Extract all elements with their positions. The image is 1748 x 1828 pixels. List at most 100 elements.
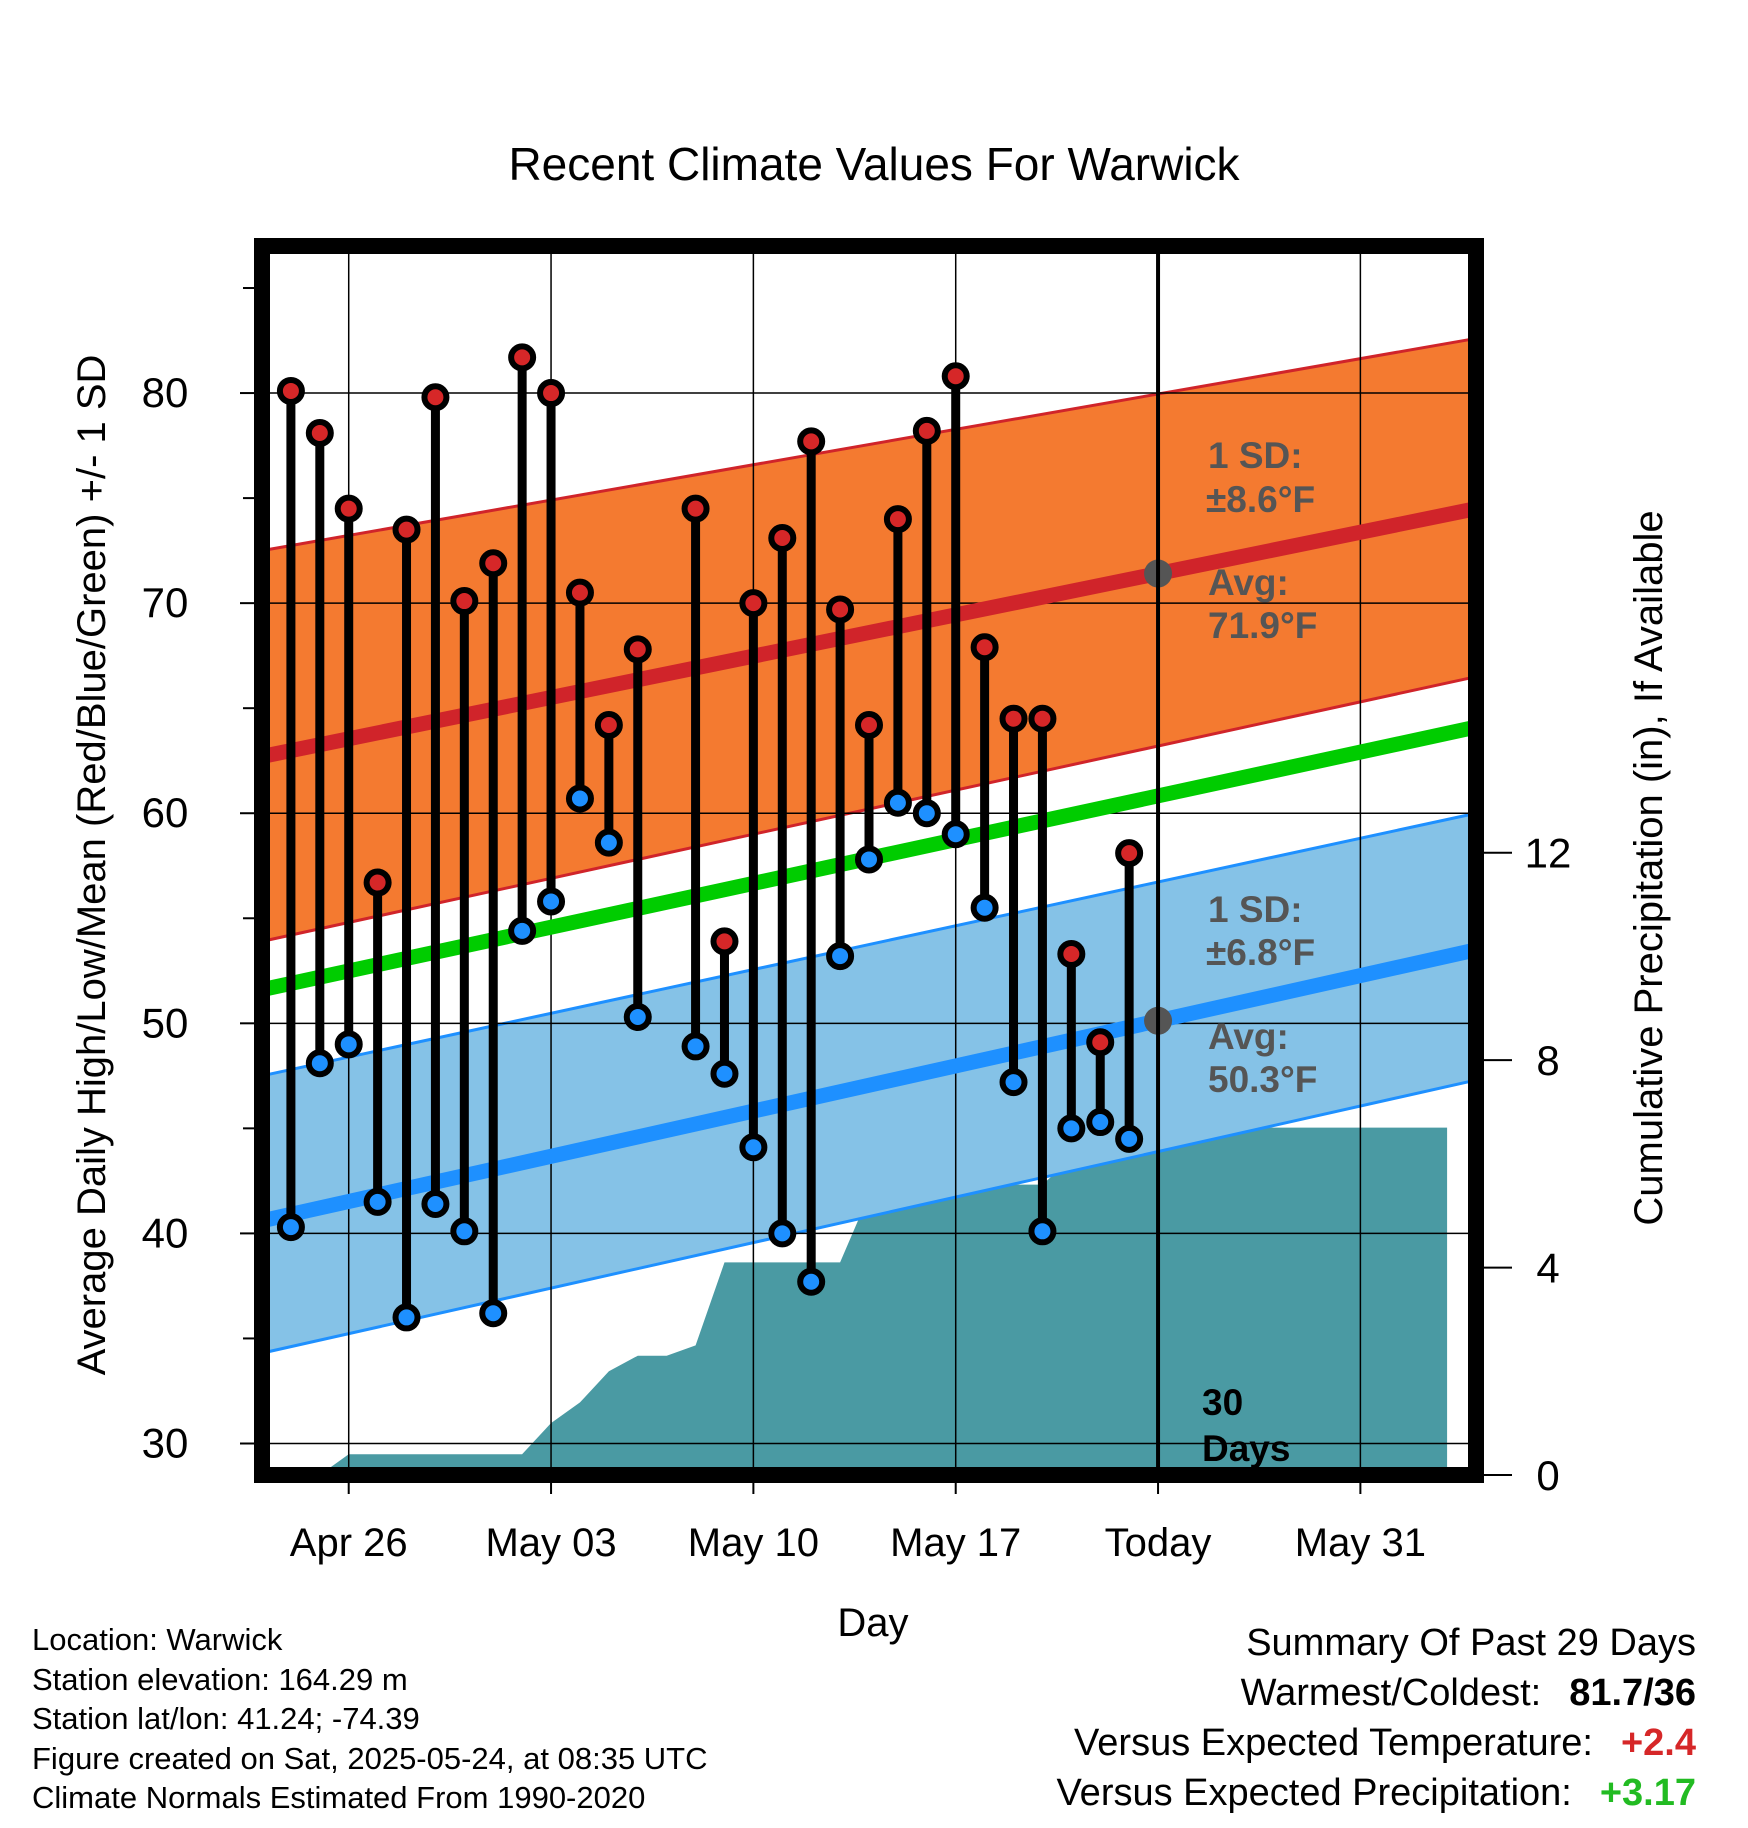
warmest-value: 81.7/36 [1569,1672,1696,1714]
y-tick-label: 40 [142,1209,189,1256]
daily-low-point [1028,1217,1057,1246]
temp-value: +2.4 [1620,1722,1696,1764]
y2-tick-label: 8 [1536,1037,1559,1084]
daily-low-point [826,942,855,971]
precipitation-area [262,1127,1448,1475]
summary-precip-row: Versus Expected Precipitation: +3.17 [876,1768,1696,1818]
elevation-text: Station elevation: 164.29 m [32,1661,408,1697]
daily-high-point [826,595,855,624]
low-sd-label: 1 SD: [1208,889,1303,930]
daily-low-point [392,1303,421,1332]
summary-temp-row: Versus Expected Temperature: +2.4 [876,1718,1696,1768]
y-tick-label: 60 [142,789,189,836]
precip-value: +3.17 [1599,1772,1696,1814]
summary-warmest-row: Warmest/Coldest: 81.7/36 [876,1668,1696,1718]
daily-high-point [941,362,970,391]
daily-high-point [681,494,710,523]
daily-low-point [739,1133,768,1162]
daily-high-point [797,427,826,456]
daily-low-point [479,1299,508,1328]
y2-tick-label: 12 [1525,830,1572,877]
daily-low-point [363,1187,392,1216]
daily-high-point [970,633,999,662]
created-text: Figure created on Sat, 2025-05-24, at 08… [32,1740,708,1776]
daily-low-point [855,845,883,874]
daily-low-point [797,1267,826,1296]
low-avg-label: Avg: [1208,1016,1289,1057]
y-tick-label: 50 [142,999,189,1046]
daily-low-point [537,887,566,916]
summary-title: Summary Of Past 29 Days [1246,1622,1696,1664]
low-sd-value: ±6.8°F [1206,932,1315,973]
x-tick-label: May 17 [890,1521,1021,1565]
daily-high-point [912,416,941,445]
low-sd-band-lower-edge [261,1078,1477,1355]
y-tick-label: 80 [142,369,189,416]
daily-low-point [305,1049,334,1078]
high-sd-label: 1 SD: [1208,435,1303,476]
daily-range-layer [276,343,1144,1332]
daily-low-point [941,820,970,849]
daily-high-point [479,549,508,578]
daily-high-point [1057,939,1086,968]
y2-tick-label: 4 [1536,1245,1559,1292]
x-tick-label: May 10 [688,1521,819,1565]
daily-high-point [565,578,594,607]
daily-low-point [421,1189,450,1218]
daily-low-point [334,1030,363,1059]
daily-low-point [1057,1114,1086,1143]
normals-text: Climate Normals Estimated From 1990-2020 [32,1780,646,1815]
location-text: Location: Warwick [32,1622,283,1657]
daily-low-point [970,893,999,922]
daily-low-point [276,1213,305,1242]
daily-high-point [739,589,768,618]
high-sd-band-upper-edge [261,336,1477,553]
station-info: Location: Warwick Station elevation: 164… [32,1620,708,1818]
daily-high-point [1028,704,1057,733]
low-avg-value: 50.3°F [1208,1059,1317,1100]
daily-low-point [1086,1108,1115,1137]
y-tick-label: 70 [142,579,189,626]
precip-label: Versus Expected Precipitation: [1056,1772,1572,1814]
daily-low-point [450,1217,479,1246]
precipitation-layer [262,1127,1448,1475]
daily-low-point [912,799,941,828]
daily-low-point [681,1032,710,1061]
daily-high-point [594,710,623,739]
warmest-label: Warmest/Coldest: [1240,1672,1542,1714]
daily-high-point [768,524,797,553]
x-axis-label: Day [837,1601,908,1645]
daily-low-point [565,784,594,813]
daily-high-point [450,587,479,616]
daily-high-point [1115,839,1144,868]
x-tick-label: May 31 [1295,1521,1426,1565]
daily-low-point [1115,1124,1144,1153]
daily-low-point [883,788,912,817]
daily-high-point [883,505,912,534]
high-sd-value: ±8.6°F [1206,479,1315,520]
text-layer: Recent Climate Values For Warwick Day Av… [70,138,1671,1645]
daily-low-point [710,1059,739,1088]
x-tick-label: Apr 26 [290,1521,408,1565]
daily-high-point [999,704,1028,733]
daily-high-point [508,343,537,372]
days-word: Days [1202,1428,1290,1469]
daily-high-point [710,927,739,956]
chart-title: Recent Climate Values For Warwick [508,138,1240,190]
x-tick-label: Today [1105,1521,1212,1565]
plot-frame [254,238,1484,1483]
y-axis-label: Average Daily High/Low/Mean (Red/Blue/Gr… [70,355,114,1376]
daily-high-point [334,494,363,523]
daily-high-point [276,376,305,405]
daily-high-point [392,515,421,544]
y-tick-label: 30 [142,1419,189,1466]
daily-high-point [623,635,652,664]
y2-tick-label: 0 [1536,1452,1559,1499]
daily-high-point [305,418,334,447]
daily-low-point [508,916,537,945]
daily-low-point [623,1003,652,1032]
temp-label: Versus Expected Temperature: [1074,1722,1593,1764]
high-avg-value: 71.9°F [1208,605,1317,646]
daily-high-point [537,379,566,408]
